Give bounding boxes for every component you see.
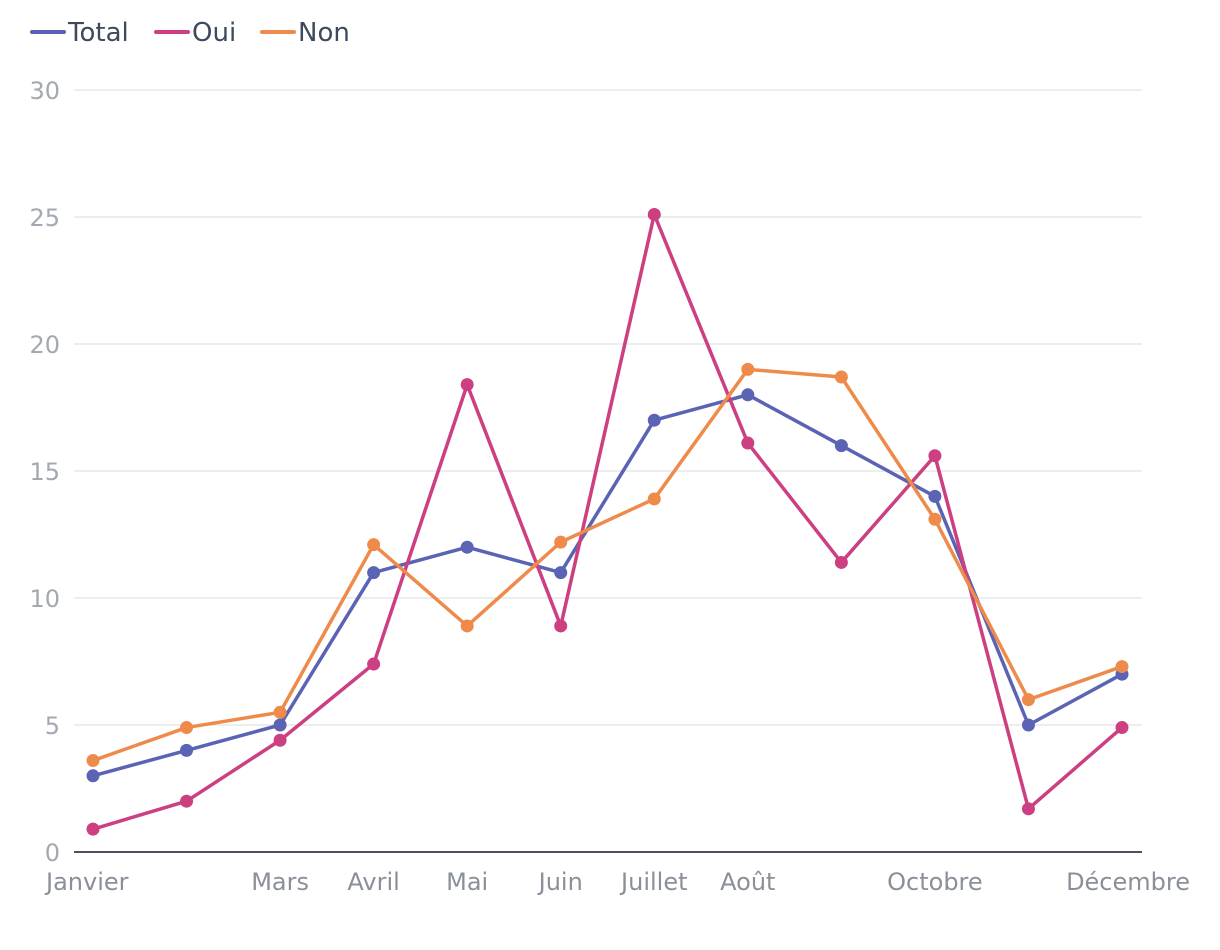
y-tick-label: 15 <box>29 458 60 486</box>
x-tick-label: Décembre <box>1066 868 1190 896</box>
x-tick-label: Août <box>720 868 775 896</box>
series-line <box>92 393 1123 778</box>
y-tick-label: 0 <box>45 839 60 867</box>
data-point[interactable] <box>273 733 287 747</box>
series-line <box>92 212 1124 831</box>
x-tick-label: Juin <box>537 868 583 896</box>
legend-label: Non <box>298 18 350 48</box>
data-point[interactable] <box>180 743 194 757</box>
y-tick-label: 5 <box>45 712 60 740</box>
x-tick-label: Mai <box>446 868 488 896</box>
data-point[interactable] <box>834 555 848 569</box>
data-point[interactable] <box>367 657 381 671</box>
data-point[interactable] <box>741 362 755 376</box>
y-tick-label: 20 <box>29 331 60 359</box>
series-line <box>92 367 1123 763</box>
series-total <box>86 388 1129 783</box>
x-axis-ticks: Janvier Mars Avril Mai Juin Juillet Août Octobr… <box>44 868 1190 896</box>
x-tick-label: Juillet <box>619 868 687 896</box>
data-point[interactable] <box>273 718 287 732</box>
data-point[interactable] <box>741 436 755 450</box>
data-point[interactable] <box>1115 660 1129 674</box>
series-oui <box>86 207 1129 836</box>
data-point[interactable] <box>1021 693 1035 707</box>
data-point[interactable] <box>460 540 474 554</box>
data-point[interactable] <box>647 492 661 506</box>
legend-item-total[interactable]: Total <box>30 18 129 48</box>
data-point[interactable] <box>1021 802 1035 816</box>
data-point[interactable] <box>554 566 568 580</box>
data-point[interactable] <box>647 207 661 221</box>
data-point[interactable] <box>554 619 568 633</box>
x-tick-label: Octobre <box>887 868 983 896</box>
data-point[interactable] <box>928 489 942 503</box>
legend-item-non[interactable]: Non <box>260 18 350 48</box>
data-point[interactable] <box>1021 718 1035 732</box>
data-point[interactable] <box>86 769 100 783</box>
legend-item-oui[interactable]: Oui <box>154 18 236 48</box>
data-point[interactable] <box>460 619 474 633</box>
data-point[interactable] <box>86 754 100 768</box>
gridlines <box>74 89 1142 726</box>
data-point[interactable] <box>647 413 661 427</box>
series-non <box>86 362 1129 768</box>
data-point[interactable] <box>367 538 381 552</box>
data-point[interactable] <box>554 535 568 549</box>
data-point[interactable] <box>367 566 381 580</box>
y-tick-label: 30 <box>29 77 60 105</box>
data-point[interactable] <box>928 512 942 526</box>
data-point[interactable] <box>180 721 194 735</box>
data-point[interactable] <box>273 705 287 719</box>
series-group <box>86 207 1129 836</box>
data-point[interactable] <box>180 794 194 808</box>
data-point[interactable] <box>928 449 942 463</box>
data-point[interactable] <box>86 822 100 836</box>
data-point[interactable] <box>834 370 848 384</box>
x-tick-label: Mars <box>251 868 309 896</box>
data-point[interactable] <box>1115 721 1129 735</box>
y-axis-ticks: 0 5 10 15 20 25 30 <box>29 77 60 867</box>
legend: Total Oui Non <box>30 18 350 48</box>
x-tick-label: Avril <box>347 868 399 896</box>
data-point[interactable] <box>741 388 755 402</box>
legend-label: Oui <box>192 18 236 48</box>
legend-label: Total <box>67 18 129 48</box>
data-point[interactable] <box>460 378 474 392</box>
data-point[interactable] <box>834 439 848 453</box>
y-tick-label: 10 <box>29 585 60 613</box>
x-tick-label: Janvier <box>44 868 129 896</box>
y-tick-label: 25 <box>29 204 60 232</box>
